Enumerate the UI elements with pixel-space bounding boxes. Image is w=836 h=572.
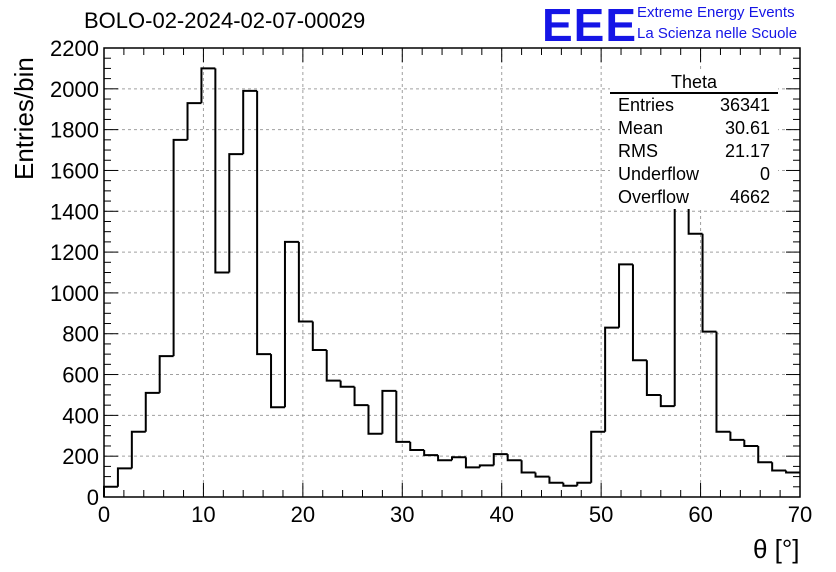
stats-row-underflow: Underflow 0 xyxy=(610,163,778,186)
histogram-bin xyxy=(520,460,536,474)
histogram-bin xyxy=(409,441,425,452)
histogram-bin xyxy=(437,455,452,462)
y-tick-label: 0 xyxy=(87,485,99,510)
stats-value: 4662 xyxy=(729,187,770,207)
x-tick-label: 60 xyxy=(688,502,712,527)
stats-label: Overflow xyxy=(618,187,690,207)
histogram-bin xyxy=(242,89,258,155)
histogram-bin xyxy=(757,445,773,464)
histogram-bin xyxy=(534,472,550,478)
stats-row-overflow: Overflow 4662 xyxy=(610,186,778,209)
histogram-bin xyxy=(548,476,564,484)
histogram-bin xyxy=(590,430,606,483)
x-tick-label: 20 xyxy=(291,502,315,527)
histogram-bin xyxy=(116,467,132,487)
y-tick-label: 1600 xyxy=(50,158,99,183)
histogram-bin xyxy=(158,355,174,393)
stats-label: Underflow xyxy=(618,164,700,184)
stats-label: Mean xyxy=(618,118,664,138)
histogram-bin xyxy=(604,326,620,432)
stats-box: Theta Entries 36341 Mean 30.61 RMS 21.17 Un… xyxy=(610,72,778,209)
histogram-bin xyxy=(381,389,397,434)
y-axis: 0 200 400 600 800 1000 1200 1400 1600 1800 2000 220… xyxy=(50,36,800,510)
y-tick-label: 200 xyxy=(62,444,99,469)
histogram-bin xyxy=(311,321,327,352)
y-tick-label: 400 xyxy=(62,403,99,428)
y-tick-label: 2000 xyxy=(50,77,99,102)
histogram-bin xyxy=(144,391,160,432)
histogram-bin xyxy=(618,263,633,328)
histogram-bin xyxy=(464,457,480,469)
y-tick-label: 1200 xyxy=(50,240,99,265)
histogram-bin xyxy=(492,453,508,466)
histogram-bin xyxy=(214,68,230,274)
histogram-bin xyxy=(771,462,787,472)
histogram-bin xyxy=(228,153,244,273)
logo-subtitle-2: La Scienza nelle Scuole xyxy=(637,25,798,42)
y-tick-label: 1000 xyxy=(50,281,99,306)
x-tick-label: 30 xyxy=(390,502,414,527)
histogram-bin xyxy=(576,481,592,486)
stats-label: RMS xyxy=(618,141,658,161)
stats-row-rms: RMS 21.17 xyxy=(610,140,778,163)
histogram-bin xyxy=(353,386,369,407)
histogram-bin xyxy=(562,482,578,487)
histogram-bin xyxy=(130,430,146,469)
eee-logo: EEE xyxy=(542,0,638,51)
histogram-series xyxy=(103,67,800,497)
histogram-bin xyxy=(325,350,341,382)
histogram-bin xyxy=(395,390,411,443)
histogram-bin xyxy=(367,405,383,435)
histogram-bin xyxy=(423,450,439,457)
stats-label: Entries xyxy=(618,95,675,115)
histogram-bin xyxy=(785,470,800,474)
stats-value: 0 xyxy=(759,164,770,184)
histogram-bin xyxy=(186,102,202,140)
plot-title: BOLO-02-2024-02-07-00029 xyxy=(84,8,366,33)
y-tick-label: 600 xyxy=(62,363,99,388)
stats-value: 21.17 xyxy=(724,141,770,161)
histogram-bin xyxy=(297,241,313,323)
histogram-bin xyxy=(103,485,118,497)
x-tick-label: 0 xyxy=(98,502,110,527)
x-tick-label: 70 xyxy=(788,502,812,527)
x-axis: 0 10 20 30 40 50 60 70 xyxy=(98,48,812,527)
histogram-bin xyxy=(659,394,675,408)
histogram-bin xyxy=(729,431,745,441)
histogram-bin xyxy=(631,264,647,362)
x-tick-label: 40 xyxy=(489,502,513,527)
histogram-bin xyxy=(256,90,272,356)
histogram-bin xyxy=(645,360,661,396)
histogram-bin xyxy=(506,454,522,462)
histogram-bin xyxy=(283,240,299,408)
y-tick-label: 800 xyxy=(62,322,99,347)
histogram-bin xyxy=(451,456,466,461)
histogram-bin xyxy=(701,233,717,333)
stats-value: 36341 xyxy=(719,95,770,115)
x-tick-label: 50 xyxy=(589,502,613,527)
y-tick-label: 2200 xyxy=(50,36,99,61)
histogram-bin xyxy=(478,464,494,468)
logo-subtitle-1: Extreme Energy Events xyxy=(637,4,795,21)
y-axis-label: Entries/bin xyxy=(9,57,39,180)
stats-title: Theta xyxy=(610,72,778,94)
histogram-bin xyxy=(270,354,285,409)
stats-row-mean: Mean 30.61 xyxy=(610,117,778,140)
histogram-bin xyxy=(715,331,731,433)
histogram-bin xyxy=(743,439,759,447)
stats-row-entries: Entries 36341 xyxy=(610,94,778,117)
x-tick-label: 10 xyxy=(191,502,215,527)
y-tick-label: 1400 xyxy=(50,199,99,224)
histogram-bin xyxy=(200,67,216,104)
y-tick-label: 1800 xyxy=(50,118,99,143)
histogram-bin xyxy=(172,138,188,357)
stats-value: 30.61 xyxy=(724,118,770,138)
histogram-bin xyxy=(339,380,355,388)
x-axis-label: θ [°] xyxy=(753,534,800,564)
